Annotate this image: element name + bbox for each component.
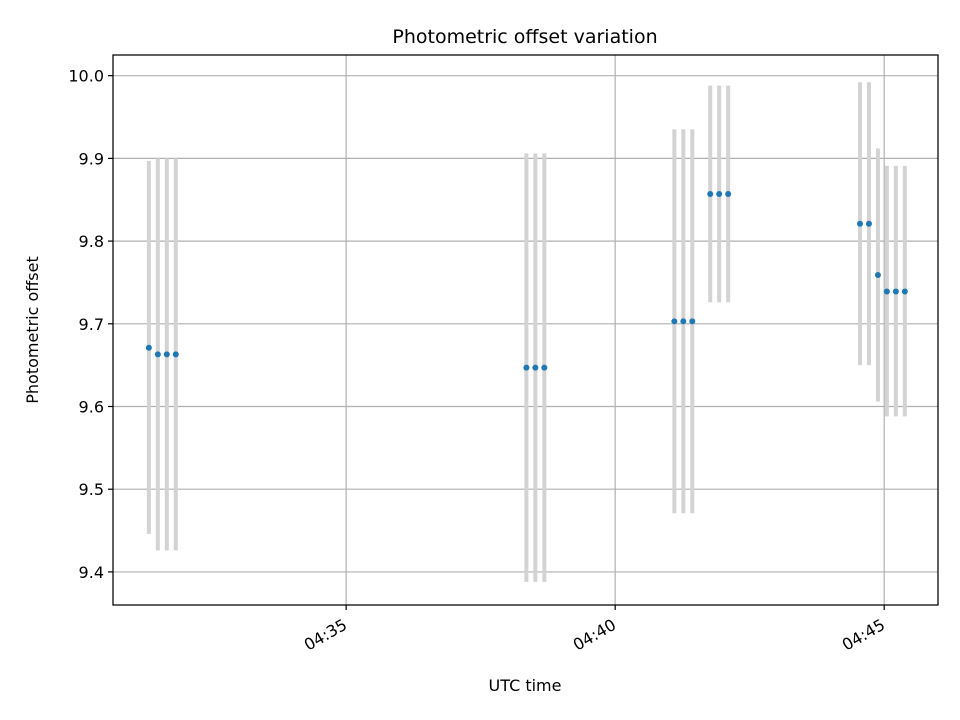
y-tick-label: 9.9 bbox=[79, 149, 104, 168]
data-point bbox=[172, 351, 179, 358]
y-tick-label: 9.8 bbox=[79, 232, 104, 251]
data-point bbox=[680, 318, 687, 325]
data-point bbox=[883, 288, 890, 295]
data-point bbox=[671, 318, 678, 325]
data-point bbox=[865, 220, 872, 227]
y-tick-label: 9.7 bbox=[79, 315, 104, 334]
y-tick-label: 9.5 bbox=[79, 480, 104, 499]
data-point bbox=[716, 190, 723, 197]
data-point bbox=[725, 190, 732, 197]
data-point bbox=[154, 351, 161, 358]
data-point bbox=[541, 364, 548, 371]
data-point bbox=[145, 344, 152, 351]
y-tick-label: 10.0 bbox=[68, 67, 104, 86]
plot-frame bbox=[112, 54, 939, 606]
data-point bbox=[163, 351, 170, 358]
chart-title: Photometric offset variation bbox=[392, 26, 657, 48]
x-axis-label: UTC time bbox=[489, 676, 562, 695]
data-point bbox=[856, 220, 863, 227]
y-tick-label: 9.6 bbox=[79, 398, 104, 417]
y-tick-label: 9.4 bbox=[79, 563, 104, 582]
data-point bbox=[874, 272, 881, 278]
data-point bbox=[892, 288, 899, 295]
data-point bbox=[689, 318, 696, 325]
data-point bbox=[532, 364, 539, 371]
data-point bbox=[707, 190, 714, 197]
y-axis-label: Photometric offset bbox=[23, 256, 42, 404]
data-point bbox=[901, 288, 908, 295]
data-point bbox=[523, 364, 530, 371]
point-layer bbox=[145, 190, 908, 371]
